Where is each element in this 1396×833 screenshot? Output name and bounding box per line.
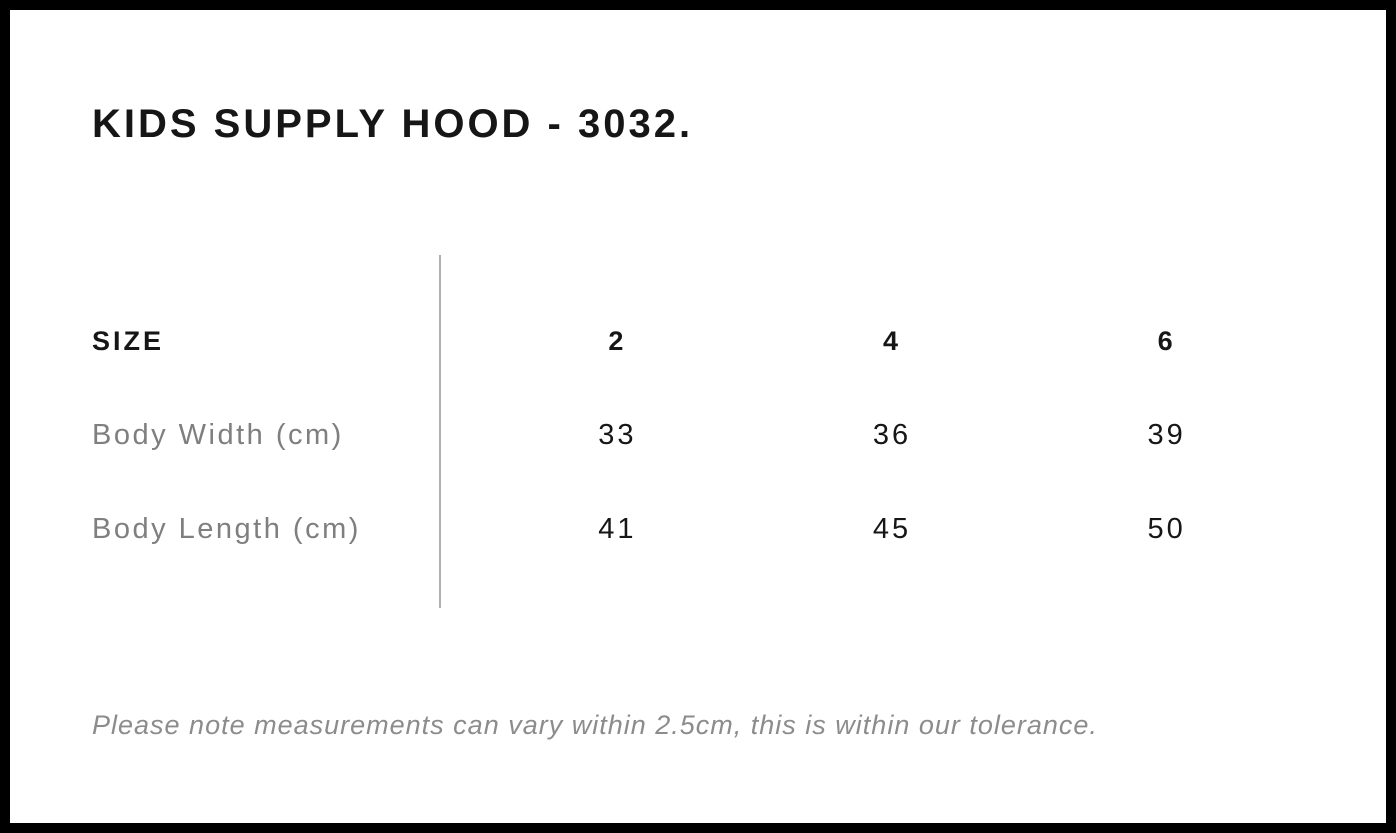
body-width-size-4-value: 36 bbox=[872, 418, 912, 451]
body-width-size-2-value: 33 bbox=[598, 418, 637, 451]
tolerance-note: Please note measurements can vary within… bbox=[92, 710, 1098, 740]
page-title: KIDS SUPPLY HOOD - 3032. bbox=[92, 102, 694, 146]
size-header-label: SIZE bbox=[92, 325, 165, 356]
row-label-body-length: Body Length (cm) bbox=[92, 512, 361, 545]
size-column-header-2: 2 bbox=[608, 325, 627, 356]
size-column-header-4: 4 bbox=[882, 325, 901, 356]
size-column-header-6: 6 bbox=[1157, 325, 1176, 356]
body-length-size-4-value: 45 bbox=[872, 512, 912, 545]
body-width-size-6-value: 39 bbox=[1147, 418, 1186, 451]
size-table: SIZE 2 4 6 Body Width (cm) 33 36 39 Body… bbox=[92, 294, 1304, 576]
body-length-size-2-value: 41 bbox=[598, 512, 637, 545]
body-length-size-6-value: 50 bbox=[1147, 512, 1186, 545]
row-label-body-width: Body Width (cm) bbox=[92, 418, 344, 451]
table-vertical-divider bbox=[439, 255, 441, 608]
